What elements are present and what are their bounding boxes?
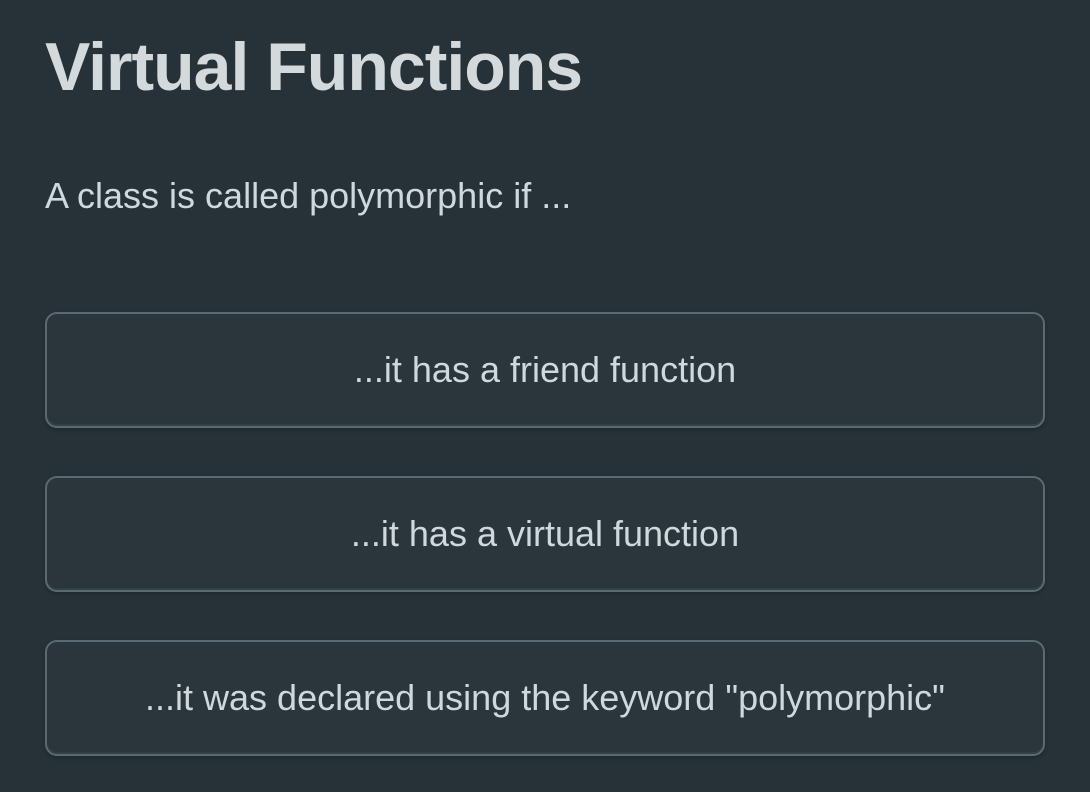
option-label: ...it was declared using the keyword "po… [145, 677, 945, 719]
options-list: ...it has a friend function ...it has a … [45, 312, 1045, 756]
page-title: Virtual Functions [45, 30, 1045, 105]
option-label: ...it has a friend function [354, 349, 736, 391]
option-label: ...it has a virtual function [351, 513, 739, 555]
question-text: A class is called polymorphic if ... [45, 175, 1045, 217]
option-button-2[interactable]: ...it was declared using the keyword "po… [45, 640, 1045, 756]
option-button-1[interactable]: ...it has a virtual function [45, 476, 1045, 592]
option-button-0[interactable]: ...it has a friend function [45, 312, 1045, 428]
